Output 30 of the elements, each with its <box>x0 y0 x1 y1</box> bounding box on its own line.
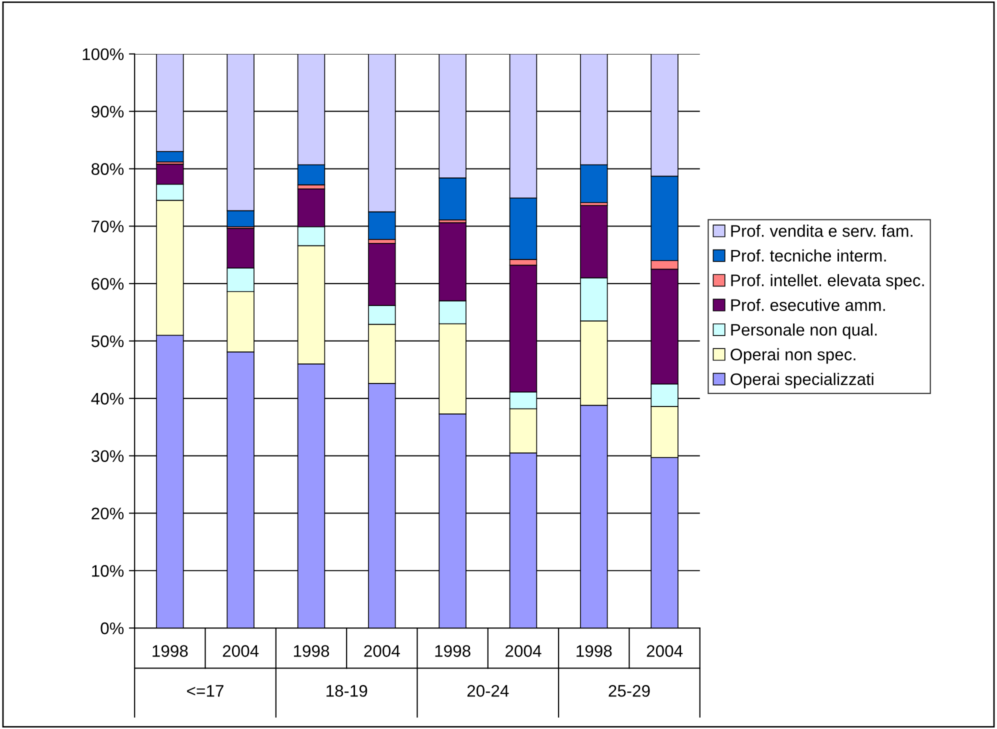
legend-label: Prof. tecniche interm. <box>731 249 886 262</box>
x-tick-label: 2004 <box>646 645 683 657</box>
x-tick-label: 1998 <box>294 645 330 657</box>
y-tick-label: 90% <box>92 106 124 118</box>
y-tick-label: 30% <box>91 450 124 462</box>
text: 25-29 <box>608 685 650 697</box>
x-tick-label: 2004 <box>506 645 542 657</box>
y-tick-label: 0% <box>100 622 124 634</box>
legend-label: Prof. esecutive amm. <box>731 298 885 312</box>
y-tick-label: 100% <box>82 48 124 60</box>
y-tick-label: 20% <box>92 508 124 520</box>
text: 18-19 <box>326 685 368 697</box>
legend-label: Operai specializzati <box>730 372 874 388</box>
x-tick-label: 1998 <box>152 645 188 657</box>
y-tick-label: 80% <box>92 163 124 175</box>
legend-label: Operai non spec. <box>730 348 856 364</box>
text: <=17 <box>187 685 224 697</box>
y-tick-label: 10% <box>92 565 124 577</box>
x-tick-label: 1998 <box>576 645 612 657</box>
y-tick-label: 50% <box>91 335 124 348</box>
y-tick-label: 60% <box>92 278 124 290</box>
x-tick-label: 2004 <box>222 645 259 657</box>
text: 20-24 <box>467 685 509 697</box>
legend-label: Personale non qual. <box>731 323 877 340</box>
y-tick-label: 70% <box>92 220 124 232</box>
y-tick-label: 40% <box>91 392 124 405</box>
x-tick-label: 1998 <box>435 645 470 657</box>
legend-label: Prof. intellet. elevata spec. <box>731 274 924 290</box>
x-tick-label: 2004 <box>364 645 400 657</box>
legend-label: Prof. vendita e serv. fam. <box>731 224 912 237</box>
